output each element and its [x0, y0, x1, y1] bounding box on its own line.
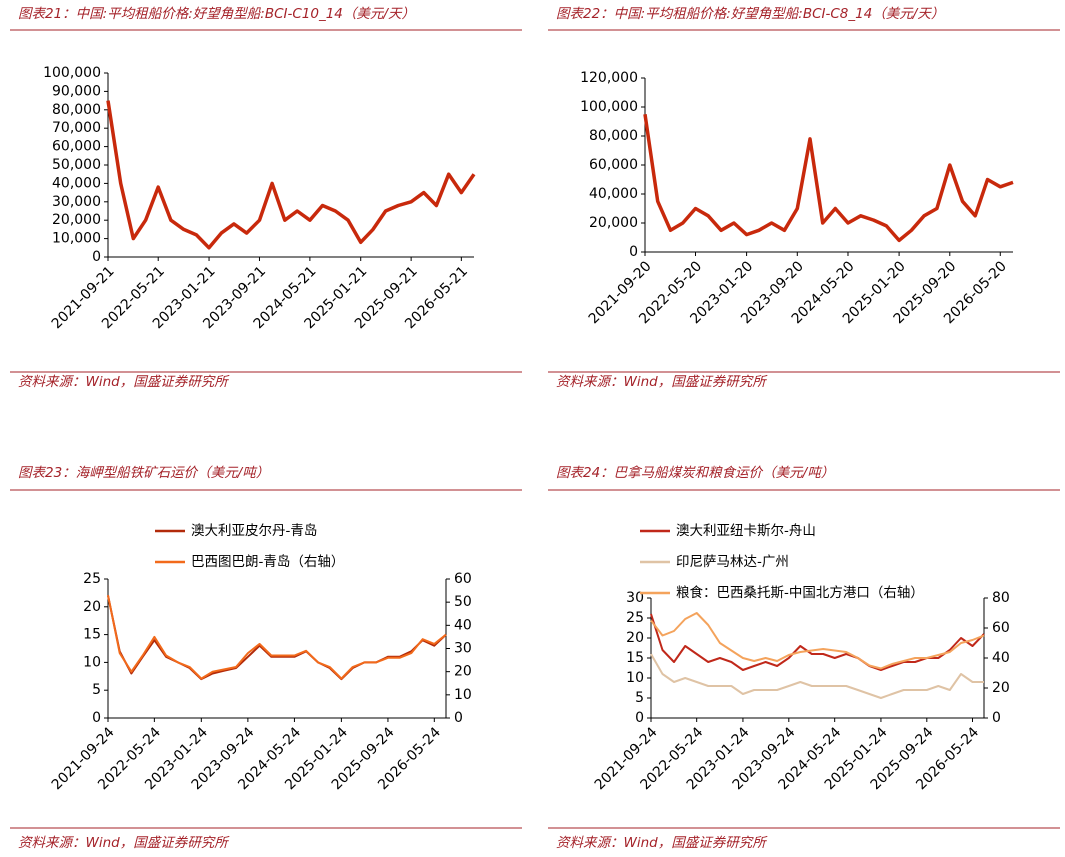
y-tick-label: 10 [626, 670, 644, 686]
legend-label: 澳大利亚皮尔丹-青岛 [191, 523, 317, 539]
y-tick-label: 5 [92, 682, 101, 698]
y-tick-label: 30,000 [52, 194, 101, 210]
y2-tick-label: 0 [454, 710, 463, 726]
y-tick-label: 50,000 [52, 157, 101, 173]
y-tick-label: 0 [92, 249, 101, 265]
series-line [106, 100, 476, 250]
source-note: 资料来源：Wind，国盛证券研究所 [556, 835, 768, 851]
y-tick-label: 15 [83, 627, 101, 643]
y-tick-label: 15 [626, 650, 644, 666]
y-tick-label: 0 [629, 244, 638, 260]
series-line [107, 595, 447, 681]
y2-tick-label: 80 [992, 590, 1010, 606]
figure-title: 图表22：中国:平均租船价格:好望角型船:BCI-C8_14（美元/天） [556, 6, 944, 22]
y-tick-label: 30 [626, 590, 644, 606]
series-line [107, 595, 447, 680]
y-tick-label: 20 [83, 599, 101, 615]
y-tick-label: 60,000 [52, 139, 101, 155]
y-tick-label: 10,000 [52, 231, 101, 247]
source-note: 资料来源：Wind，国盛证券研究所 [18, 835, 230, 851]
legend-label: 粮食：巴西桑托斯-中国北方港口（右轴） [676, 584, 924, 601]
series-line [650, 612, 985, 670]
y-tick-label: 0 [635, 710, 644, 726]
source-note: 资料来源：Wind，国盛证券研究所 [556, 374, 768, 390]
y-tick-label: 70,000 [52, 120, 101, 136]
y2-tick-label: 10 [454, 687, 472, 703]
y-tick-label: 80,000 [589, 128, 638, 144]
y2-tick-label: 40 [992, 650, 1010, 666]
figure-title: 图表23：海岬型船铁矿石运价（美元/吨） [18, 465, 269, 481]
y-tick-label: 100,000 [43, 65, 101, 81]
legend-label: 澳大利亚纽卡斯尔-舟山 [676, 523, 816, 539]
y2-tick-label: 0 [992, 710, 1001, 726]
y2-tick-label: 40 [454, 617, 472, 633]
y-tick-label: 90,000 [52, 83, 101, 99]
y-tick-label: 0 [92, 710, 101, 726]
figure-title: 图表24：巴拿马船煤炭和粮食运价（美元/吨） [556, 465, 834, 481]
y2-tick-label: 60 [454, 571, 472, 587]
y-tick-label: 40,000 [589, 186, 638, 202]
y-tick-label: 25 [626, 610, 644, 626]
legend-label: 巴西图巴朗-青岛（右轴） [191, 554, 344, 570]
y-tick-label: 10 [83, 654, 101, 670]
y-tick-label: 100,000 [580, 99, 638, 115]
y2-tick-label: 30 [454, 641, 472, 657]
y2-tick-label: 50 [454, 594, 472, 610]
y2-tick-label: 20 [454, 664, 472, 680]
legend-label: 印尼萨马林达-广州 [676, 554, 789, 570]
y-tick-label: 20 [626, 630, 644, 646]
series-line [650, 613, 985, 671]
y-tick-label: 80,000 [52, 102, 101, 118]
y2-tick-label: 20 [992, 680, 1010, 696]
series-line [643, 114, 1014, 243]
figure-title: 图表21：中国:平均租船价格:好望角型船:BCI-C10_14（美元/天） [18, 6, 415, 22]
y-tick-label: 20,000 [52, 212, 101, 228]
y-tick-label: 20,000 [589, 215, 638, 231]
y-tick-label: 40,000 [52, 175, 101, 191]
y-tick-label: 60,000 [589, 157, 638, 173]
y-tick-label: 25 [83, 571, 101, 587]
y-tick-label: 120,000 [580, 70, 638, 86]
y-tick-label: 5 [635, 690, 644, 706]
y2-tick-label: 60 [992, 620, 1010, 636]
series-line [650, 653, 984, 699]
source-note: 资料来源：Wind，国盛证券研究所 [18, 374, 230, 390]
